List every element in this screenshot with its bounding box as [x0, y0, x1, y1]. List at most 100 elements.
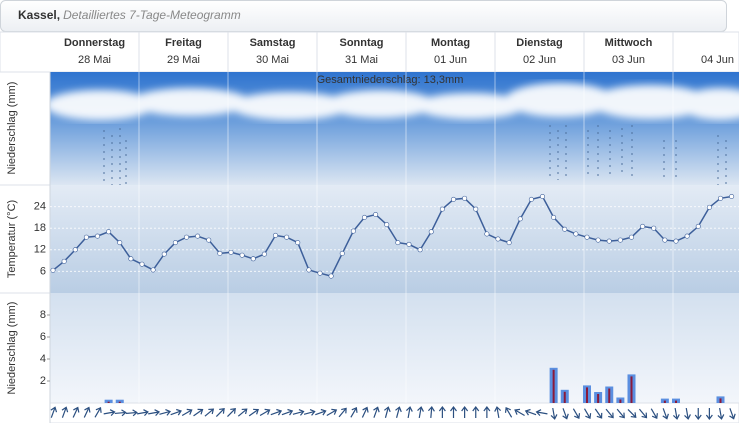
temperature-point	[261, 251, 267, 257]
wind-arrow-part	[373, 406, 380, 413]
temperature-point	[328, 273, 334, 279]
wind-arrow	[662, 408, 669, 420]
wind-arrow	[729, 408, 736, 420]
rain-streaks	[103, 125, 727, 188]
wind-arrow-part	[351, 406, 358, 413]
temperature-point	[495, 236, 501, 242]
precipitation-bar-core	[719, 398, 722, 403]
day-name: Mittwoch	[605, 37, 653, 49]
wind-arrow-part	[219, 408, 225, 414]
wind-arrow	[483, 406, 491, 418]
wind-arrow	[472, 406, 480, 418]
temperature-point	[195, 233, 201, 239]
wind-arrow-part	[264, 408, 271, 415]
temperature-point	[417, 247, 423, 253]
wind-arrow-part	[550, 414, 558, 420]
day-date: 28 Mai	[78, 54, 111, 66]
wind-arrow-part	[165, 409, 172, 416]
wind-arrow-part	[83, 408, 90, 418]
precipitation-bar-core	[675, 400, 677, 403]
subtitle: Detailliertes 7-Tage-Meteogramm	[63, 8, 241, 22]
wind-arrow	[170, 408, 182, 416]
wind-arrow	[303, 409, 316, 416]
wind-arrow-part	[121, 409, 127, 417]
wind-arrow	[259, 408, 271, 417]
wind-arrow-part	[125, 411, 136, 415]
wind-arrow-part	[526, 410, 537, 416]
wind-arrow-part	[95, 406, 102, 413]
wind-arrow-part	[259, 409, 270, 417]
day-date: 03 Jun	[612, 54, 645, 66]
wind-arrow	[405, 406, 413, 419]
temperature-point	[217, 250, 223, 256]
wind-arrow-part	[215, 409, 224, 417]
wind-arrow-part	[148, 411, 159, 415]
wind-arrow-part	[373, 408, 378, 418]
wind-arrow-part	[496, 407, 500, 419]
temperature-point	[83, 234, 89, 240]
y-axis-label: Niederschlag (mm)	[6, 302, 18, 395]
wind-arrow-part	[384, 408, 389, 418]
day-name: Freitag	[165, 37, 202, 49]
wind-arrow-part	[705, 414, 713, 420]
temperature-point	[484, 231, 490, 237]
wind-arrow-part	[362, 406, 369, 413]
wind-arrow	[114, 409, 127, 417]
wind-arrow	[616, 408, 625, 419]
temperature-point	[406, 241, 412, 247]
wind-arrow-part	[608, 412, 614, 419]
precipitation-panel	[50, 293, 739, 403]
wind-arrow-part	[504, 406, 511, 413]
y-axis-label: Temperatur (°C)	[6, 200, 18, 278]
day-name: Montag	[431, 37, 470, 49]
wind-arrow	[650, 408, 658, 420]
temperature-point	[117, 240, 123, 246]
day-date: 30 Mai	[256, 54, 289, 66]
wind-arrow-part	[572, 408, 579, 418]
precipitation-bar-core	[630, 376, 633, 403]
wind-arrow	[373, 406, 380, 418]
wind-arrow-part	[170, 410, 181, 416]
wind-arrow-part	[193, 409, 203, 417]
day-name: Sonntag	[340, 37, 384, 49]
wind-arrow	[572, 408, 581, 420]
wind-arrow-part	[208, 408, 215, 415]
wind-arrow-part	[159, 411, 170, 415]
wind-arrow	[270, 408, 283, 416]
temperature-point	[695, 223, 701, 229]
temperature-point	[239, 252, 245, 258]
wind-arrow-part	[176, 408, 182, 416]
sky-ylabel: Niederschlag (mm)	[6, 82, 18, 175]
wind-arrow	[83, 406, 91, 418]
day-date: 01 Jun	[434, 54, 467, 66]
wind-arrow-part	[338, 408, 346, 418]
temperature-point	[506, 240, 512, 246]
y-tick-label: 18	[34, 222, 46, 234]
temperature-point	[539, 194, 545, 200]
wind-arrow-part	[50, 408, 56, 418]
wind-arrow-part	[298, 409, 305, 416]
wind-arrow-part	[685, 407, 689, 419]
wind-arrow-part	[361, 408, 368, 418]
temperature-point	[384, 222, 390, 228]
wind-arrow	[524, 408, 537, 416]
precipitation-bar-core	[619, 399, 622, 403]
temperature-point	[673, 238, 679, 244]
temperature-point	[350, 228, 356, 234]
wind-arrow-part	[506, 408, 513, 418]
wind-arrow-part	[662, 408, 668, 418]
wind-arrow	[461, 406, 469, 418]
day-date: 29 Mai	[167, 54, 200, 66]
wind-arrow	[72, 406, 80, 418]
wind-arrow	[583, 408, 592, 420]
wind-arrow-part	[417, 406, 424, 412]
wind-arrow-part	[181, 409, 192, 417]
temperature-point	[128, 256, 134, 262]
precipitation-bar-core	[563, 391, 566, 403]
temperature-point	[584, 234, 590, 240]
temperature-point	[361, 214, 367, 220]
wind-arrow-part	[630, 412, 637, 418]
temperature-point	[517, 216, 523, 222]
wind-arrow-part	[132, 409, 138, 417]
location: Kassel,	[18, 8, 60, 22]
